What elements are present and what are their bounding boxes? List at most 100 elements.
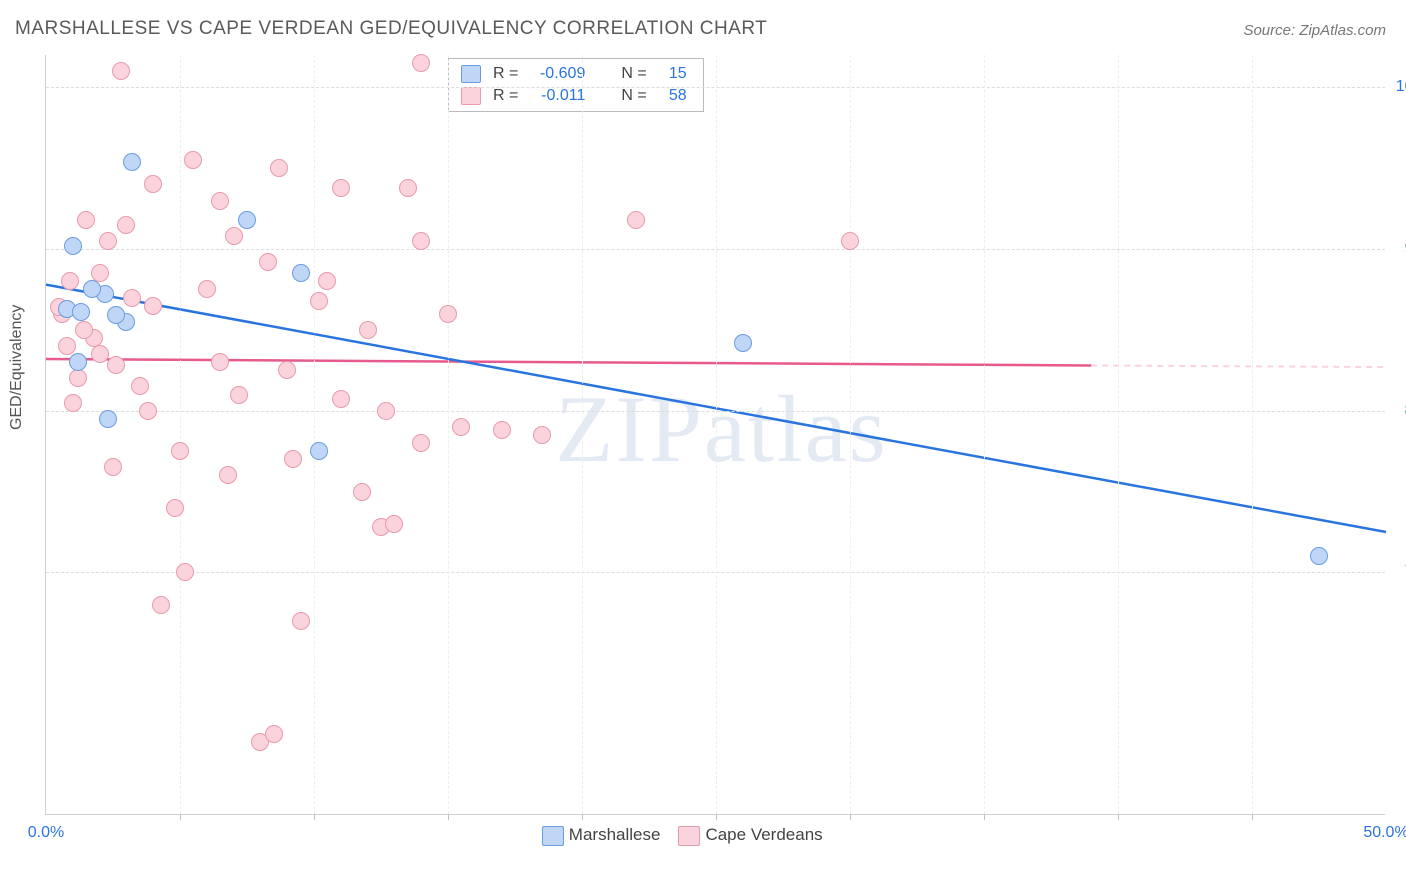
gridline-vertical (180, 55, 181, 814)
trend-line (1091, 365, 1386, 367)
marshallese-marker (107, 306, 125, 324)
x-minor-tick (1252, 814, 1253, 820)
series-legend: Marshallese Cape Verdeans (542, 825, 823, 846)
cape-verdean-marker (359, 321, 377, 339)
marshallese-marker (1310, 547, 1328, 565)
cape-verdean-marker (353, 483, 371, 501)
cape-verdean-marker (452, 418, 470, 436)
legend-label: Cape Verdeans (705, 825, 822, 844)
marshallese-marker (99, 410, 117, 428)
cape-verdean-marker (61, 272, 79, 290)
cape-verdean-marker (211, 353, 229, 371)
y-tick-label: 100.0% (1390, 78, 1406, 96)
legend-n-label: N = (615, 63, 652, 85)
y-tick-label: 90.0% (1390, 240, 1406, 258)
cape-verdean-marker (278, 361, 296, 379)
cape-verdean-marker (91, 264, 109, 282)
cape-verdean-marker (184, 151, 202, 169)
gridline-vertical (314, 55, 315, 814)
legend-swatch-pink (678, 826, 700, 846)
cape-verdean-marker (265, 725, 283, 743)
cape-verdean-marker (107, 356, 125, 374)
x-minor-tick (850, 814, 851, 820)
marshallese-marker (83, 280, 101, 298)
chart-title: MARSHALLESE VS CAPE VERDEAN GED/EQUIVALE… (15, 18, 767, 40)
plot-area: ZIPatlas R =-0.609N =15R =-0.011N =58 Ma… (45, 55, 1385, 815)
chart-container: MARSHALLESE VS CAPE VERDEAN GED/EQUIVALE… (0, 0, 1406, 892)
x-tick-label: 50.0% (1363, 824, 1406, 842)
x-tick-label: 0.0% (28, 824, 64, 842)
legend-swatch-pink (461, 87, 481, 105)
cape-verdean-marker (439, 305, 457, 323)
cape-verdean-marker (377, 402, 395, 420)
cape-verdean-marker (75, 321, 93, 339)
cape-verdean-marker (69, 369, 87, 387)
marshallese-marker (72, 303, 90, 321)
cape-verdean-marker (230, 386, 248, 404)
marshallese-marker (734, 334, 752, 352)
cape-verdean-marker (841, 232, 859, 250)
cape-verdean-marker (64, 394, 82, 412)
cape-verdean-marker (77, 211, 95, 229)
cape-verdean-marker (533, 426, 551, 444)
legend-swatch-blue (542, 826, 564, 846)
legend-r-label: R = (487, 63, 524, 85)
cape-verdean-marker (131, 377, 149, 395)
y-axis-label: GED/Equivalency (8, 305, 26, 430)
gridline-vertical (1118, 55, 1119, 814)
x-minor-tick (180, 814, 181, 820)
cape-verdean-marker (166, 499, 184, 517)
cape-verdean-marker (493, 421, 511, 439)
trend-line (46, 359, 1091, 365)
cape-verdean-marker (310, 292, 328, 310)
legend-label: Marshallese (569, 825, 661, 844)
legend-n-value: 58 (653, 85, 693, 107)
cape-verdean-marker (292, 612, 310, 630)
cape-verdean-marker (123, 289, 141, 307)
source-label: Source: ZipAtlas.com (1243, 22, 1386, 39)
gridline-vertical (716, 55, 717, 814)
legend-n-value: 15 (653, 63, 693, 85)
cape-verdean-marker (104, 458, 122, 476)
x-minor-tick (582, 814, 583, 820)
cape-verdean-marker (412, 54, 430, 72)
cape-verdean-marker (144, 297, 162, 315)
cape-verdean-marker (399, 179, 417, 197)
legend-item-pink: Cape Verdeans (678, 825, 822, 846)
gridline-vertical (448, 55, 449, 814)
marshallese-marker (310, 442, 328, 460)
marshallese-marker (123, 153, 141, 171)
marshallese-marker (64, 237, 82, 255)
cape-verdean-marker (176, 563, 194, 581)
cape-verdean-marker (332, 179, 350, 197)
cape-verdean-marker (152, 596, 170, 614)
gridline-vertical (984, 55, 985, 814)
marshallese-marker (238, 211, 256, 229)
x-minor-tick (984, 814, 985, 820)
gridline-vertical (850, 55, 851, 814)
cape-verdean-marker (139, 402, 157, 420)
marshallese-marker (69, 353, 87, 371)
cape-verdean-marker (385, 515, 403, 533)
legend-n-label: N = (615, 85, 652, 107)
cape-verdean-marker (211, 192, 229, 210)
legend-swatch-blue (461, 65, 481, 83)
y-tick-label: 70.0% (1390, 563, 1406, 581)
cape-verdean-marker (144, 175, 162, 193)
cape-verdean-marker (171, 442, 189, 460)
cape-verdean-marker (91, 345, 109, 363)
gridline-vertical (582, 55, 583, 814)
cape-verdean-marker (259, 253, 277, 271)
cape-verdean-marker (627, 211, 645, 229)
legend-item-blue: Marshallese (542, 825, 661, 846)
x-minor-tick (314, 814, 315, 820)
cape-verdean-marker (198, 280, 216, 298)
cape-verdean-marker (99, 232, 117, 250)
cape-verdean-marker (332, 390, 350, 408)
cape-verdean-marker (225, 227, 243, 245)
x-minor-tick (716, 814, 717, 820)
cape-verdean-marker (219, 466, 237, 484)
cape-verdean-marker (412, 232, 430, 250)
x-minor-tick (448, 814, 449, 820)
cape-verdean-marker (270, 159, 288, 177)
